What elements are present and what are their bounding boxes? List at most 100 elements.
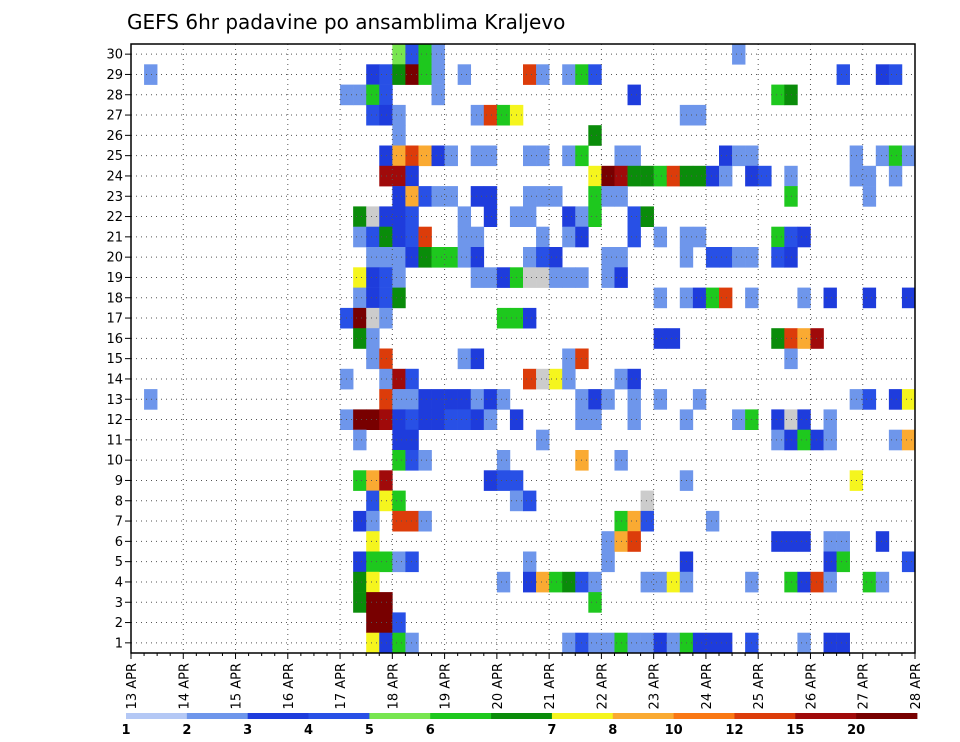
heatmap-cell: [601, 165, 615, 187]
x-tick-label: 25 APR: [752, 663, 767, 709]
heatmap-cell: [653, 165, 668, 187]
heatmap-cell: [418, 186, 432, 207]
y-tick-label: 18: [106, 291, 123, 306]
heatmap-cell: [719, 247, 733, 268]
x-tick-label: 17 APR: [334, 663, 349, 709]
colorbar-swatch: [612, 713, 675, 719]
heatmap-cell: [457, 348, 472, 370]
heatmap-cell: [771, 226, 785, 248]
colorbar-label: 12: [725, 723, 743, 738]
heatmap-cell: [719, 165, 733, 187]
heatmap-cell: [692, 632, 707, 654]
heatmap-cell: [392, 145, 406, 167]
heatmap-cell: [379, 145, 393, 167]
heatmap-cell: [496, 450, 511, 471]
y-tick-label: 11: [106, 433, 123, 448]
heatmap-cell: [496, 104, 511, 126]
colorbar-label: 15: [786, 723, 804, 738]
heatmap-cell: [418, 247, 432, 268]
y-tick-label: 23: [106, 190, 123, 205]
colorbar-swatch: [734, 713, 796, 719]
heatmap-cell: [418, 226, 432, 248]
heatmap-cell: [810, 429, 824, 451]
heatmap-cell: [588, 206, 602, 227]
heatmap-cell: [431, 64, 445, 85]
heatmap-cell: [719, 632, 733, 654]
heatmap-cell: [562, 571, 576, 593]
heatmap-cell: [405, 551, 419, 573]
heatmap-cell: [392, 368, 406, 390]
y-tick-label: 13: [106, 393, 123, 408]
y-tick-label: 19: [106, 271, 123, 286]
heatmap-cell: [353, 592, 367, 613]
heatmap-cell: [732, 145, 746, 167]
y-tick-label: 20: [106, 251, 123, 266]
heatmap-cell: [379, 247, 393, 268]
x-tick-label: 19 APR: [439, 663, 454, 709]
heatmap-cell: [771, 409, 785, 430]
heatmap-cell: [379, 612, 393, 633]
heatmap-cell: [405, 632, 419, 654]
heatmap-cell: [366, 84, 380, 106]
heatmap-cell: [379, 226, 393, 248]
heatmap-cell: [379, 307, 393, 329]
heatmap-cell: [353, 307, 367, 329]
heatmap-cell: [523, 206, 537, 227]
y-axis: 1234567891011121314151617181920212223242…: [106, 48, 131, 651]
heatmap-cell: [366, 632, 380, 654]
heatmap-cell: [640, 632, 654, 654]
heatmap-cell: [405, 429, 419, 451]
y-tick-label: 25: [106, 149, 123, 164]
heatmap-cell: [353, 267, 367, 288]
heatmap-cell: [353, 409, 367, 430]
heatmap-cell: [771, 84, 785, 106]
colorbar-label: 7: [547, 723, 556, 738]
heatmap-cell: [562, 145, 576, 167]
heatmap-cell: [536, 145, 550, 167]
heatmap-cell: [888, 389, 903, 410]
heatmap-cell: [483, 470, 498, 491]
heatmap-cell: [379, 409, 393, 430]
colorbar-swatch: [551, 713, 614, 719]
heatmap-cell: [379, 632, 393, 654]
heatmap-cell: [144, 64, 158, 85]
heatmap-cell: [470, 348, 485, 370]
x-tick-label: 14 APR: [177, 663, 192, 709]
heatmap-cell: [588, 389, 602, 410]
heatmap-cell: [653, 328, 668, 349]
heatmap-cell: [640, 206, 654, 227]
heatmap-cells: [144, 44, 916, 654]
heatmap-cell: [405, 409, 419, 430]
heatmap-cell: [901, 145, 916, 167]
heatmap-cell: [640, 490, 654, 512]
heatmap-cell: [366, 104, 380, 126]
heatmap-cell: [797, 571, 811, 593]
heatmap-cell: [901, 389, 916, 410]
heatmap-cell: [823, 632, 837, 654]
heatmap-cell: [562, 348, 576, 370]
heatmap-cell: [888, 64, 903, 85]
heatmap-cell: [405, 145, 419, 167]
heatmap-cell: [483, 206, 498, 227]
heatmap-cell: [431, 247, 445, 268]
x-tick-label: 20 APR: [491, 663, 506, 709]
heatmap-cell: [627, 368, 641, 390]
heatmap-cell: [549, 368, 563, 390]
y-tick-label: 8: [115, 494, 123, 509]
colorbar-label: 4: [304, 723, 313, 738]
heatmap-cell: [483, 186, 498, 207]
heatmap-cell: [888, 429, 903, 451]
heatmap-cell: [627, 409, 641, 430]
heatmap-cell: [705, 165, 720, 187]
heatmap-cell: [366, 328, 380, 349]
heatmap-cell: [457, 206, 472, 227]
colorbar-label: 20: [847, 723, 865, 738]
x-tick-label: 23 APR: [648, 663, 663, 709]
heatmap-cell: [627, 84, 641, 106]
heatmap-cell: [418, 64, 432, 85]
heatmap-cell: [418, 510, 432, 532]
heatmap-cell: [536, 368, 550, 390]
heatmap-cell: [536, 429, 550, 451]
heatmap-cell: [640, 571, 654, 593]
heatmap-cell: [653, 226, 668, 248]
